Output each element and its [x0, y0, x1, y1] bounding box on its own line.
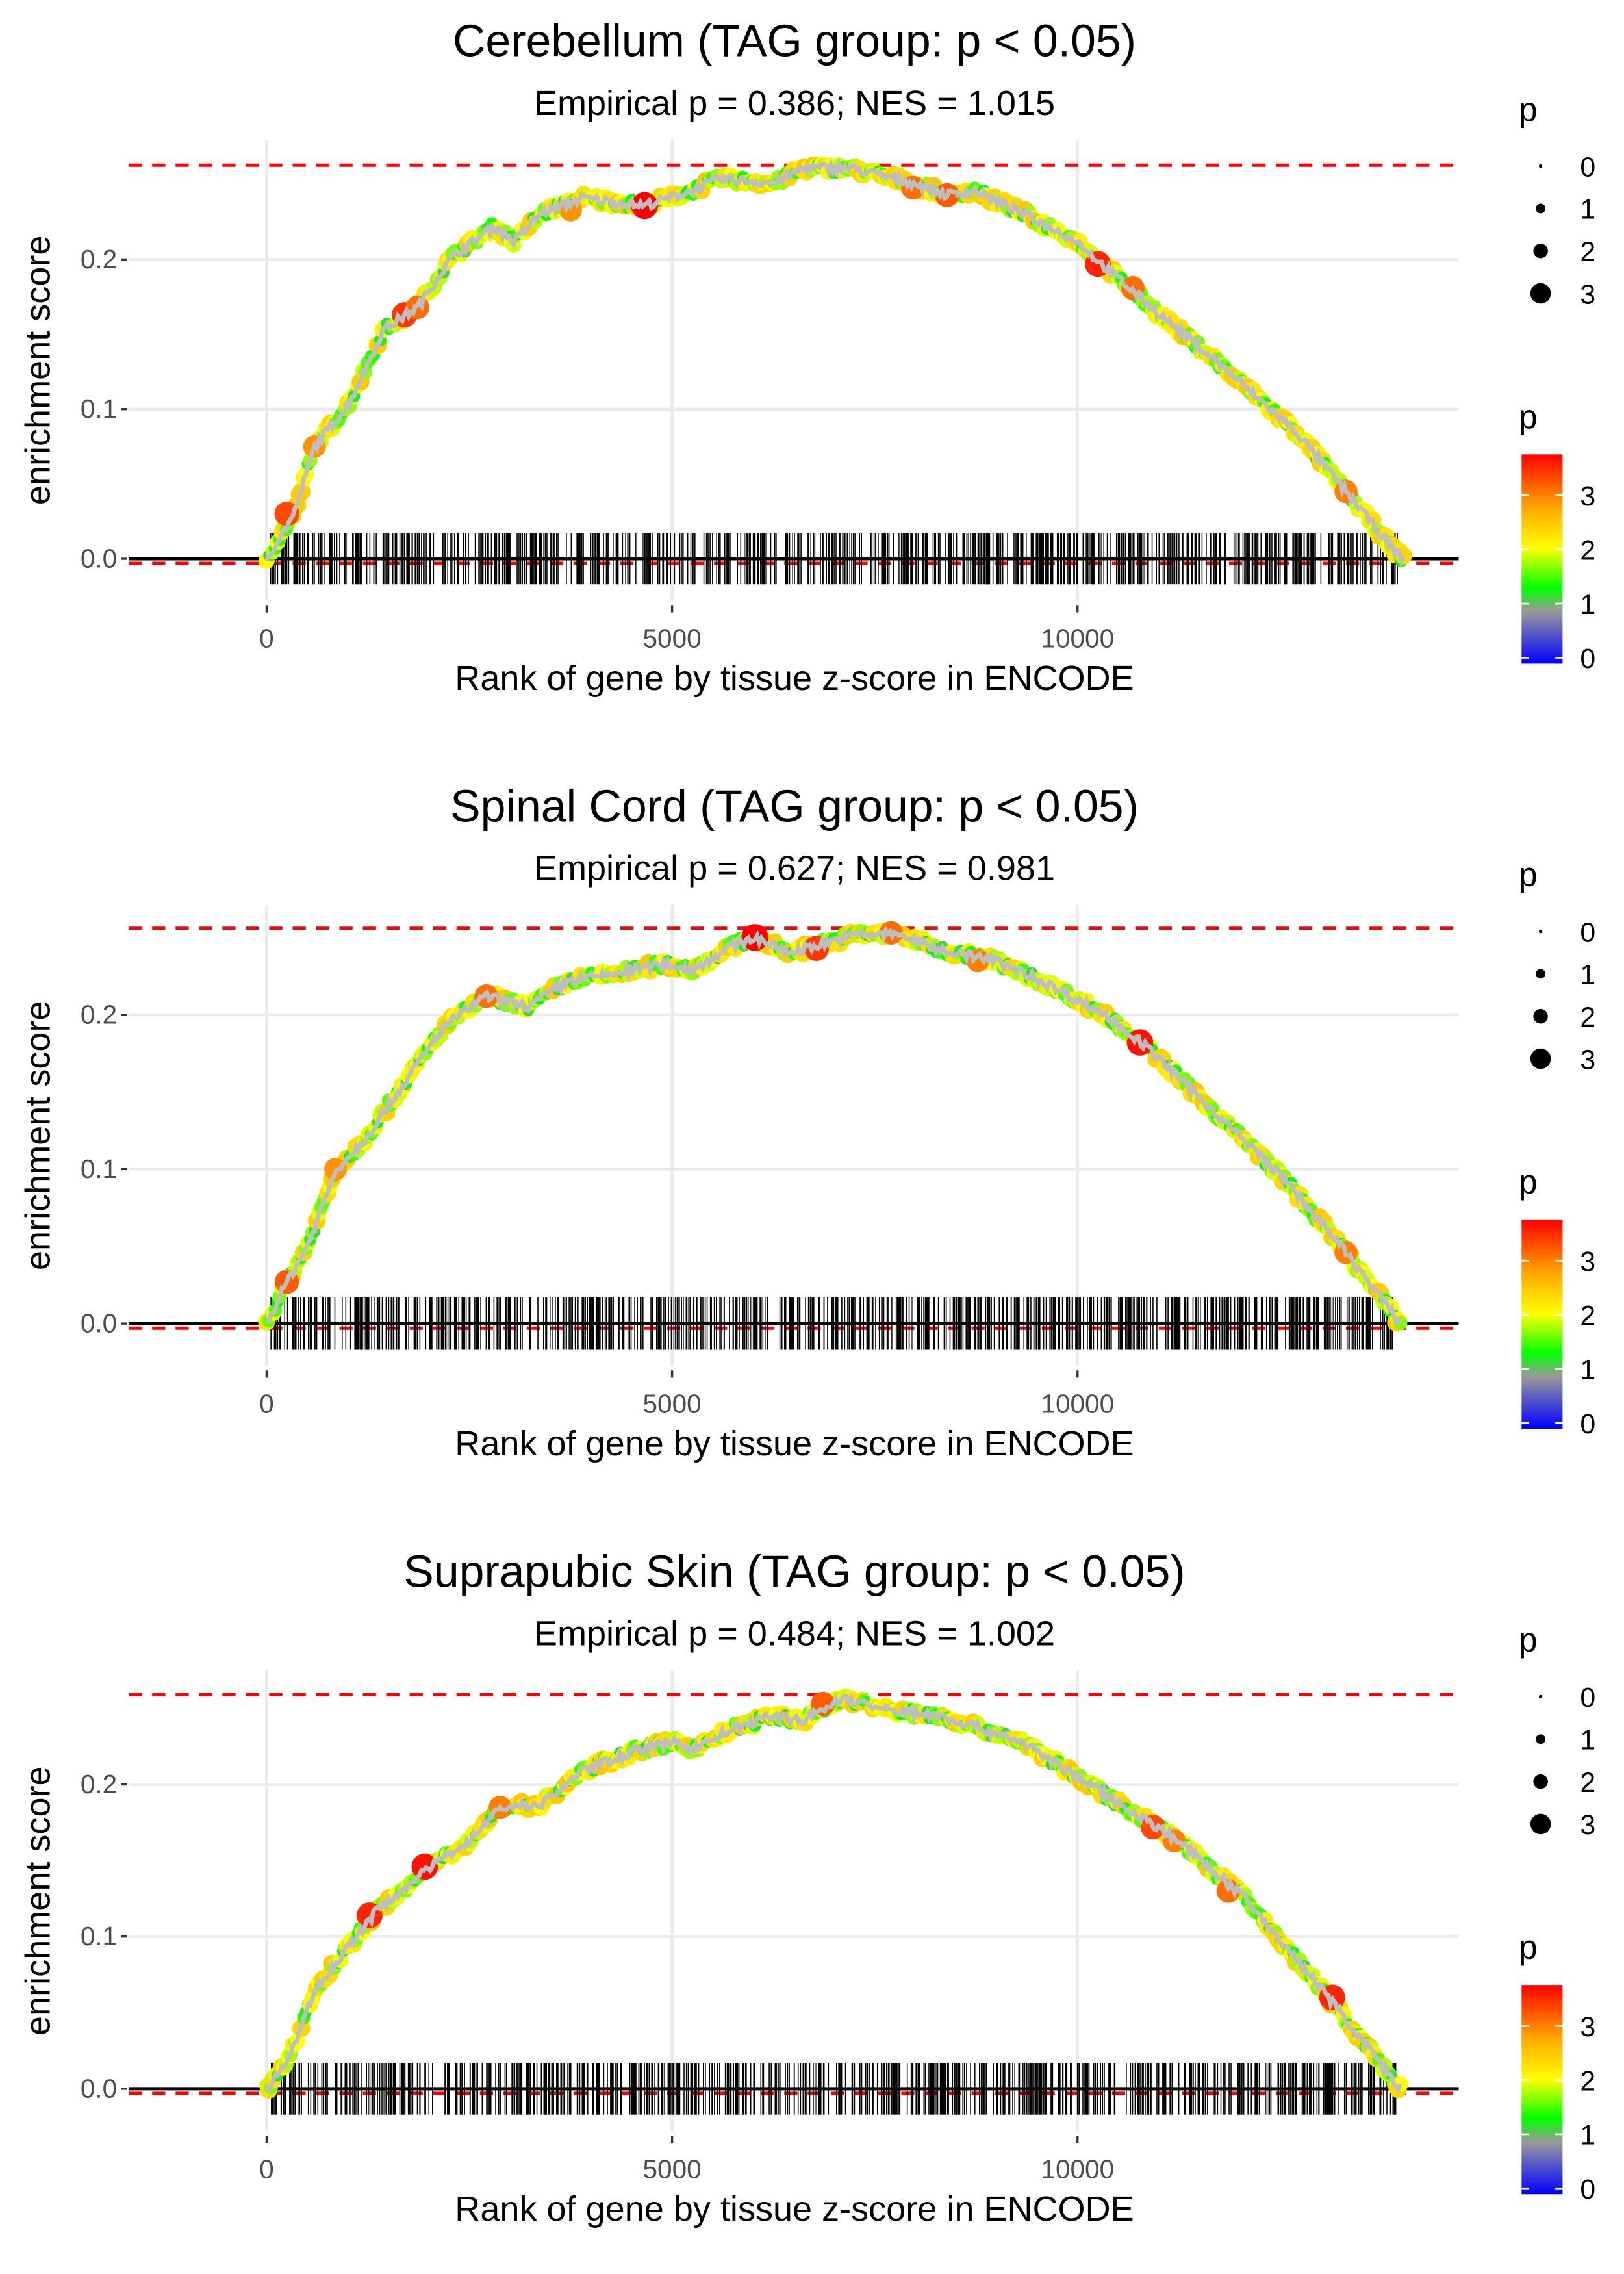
size-legend-dot [1530, 1813, 1551, 1835]
x-tick-label: 10000 [1041, 2154, 1114, 2184]
y-tick-label: 0.2 [81, 244, 117, 274]
size-legend-label: 3 [1580, 1044, 1595, 1075]
color-legend-label: 2 [1580, 2065, 1595, 2097]
x-tick-label: 0 [259, 624, 274, 654]
y-tick-label: 0.1 [81, 1921, 117, 1951]
chart-title: Cerebellum (TAG group: p < 0.05) [453, 16, 1136, 66]
color-legend-label: 3 [1580, 2012, 1595, 2043]
color-legend-label: 3 [1580, 481, 1595, 512]
size-legend-label: 2 [1580, 1767, 1595, 1798]
color-legend-title: p [1519, 1928, 1538, 1966]
chart-title: Spinal Cord (TAG group: p < 0.05) [450, 781, 1139, 832]
x-tick-label: 5000 [643, 2154, 702, 2184]
color-legend-label: 2 [1580, 1300, 1595, 1331]
color-legend: p 3 2 1 0 [1519, 1163, 1595, 1440]
size-legend-dot [1536, 203, 1546, 214]
size-legend-label: 2 [1580, 236, 1595, 268]
size-legend: p 0 1 2 3 [1519, 1621, 1595, 1841]
size-legend-dot [1530, 283, 1551, 304]
x-tick-label: 0 [259, 1389, 274, 1419]
color-legend-label: 0 [1580, 1409, 1595, 1440]
color-legend-label: 1 [1580, 2120, 1595, 2151]
size-legend-title: p [1519, 1621, 1538, 1659]
size-legend-label: 1 [1580, 1725, 1595, 1756]
es-curve [264, 157, 1406, 568]
size-legend-label: 2 [1580, 1002, 1595, 1033]
size-legend-dot [1530, 1048, 1551, 1069]
size-legend-label: 3 [1580, 1809, 1595, 1841]
size-legend-label: 0 [1580, 151, 1595, 183]
size-legend-title: p [1519, 856, 1538, 893]
size-legend-label: 1 [1580, 960, 1595, 991]
color-legend-label: 2 [1580, 535, 1595, 566]
size-legend-dot [1538, 1694, 1543, 1699]
x-axis-title: Rank of gene by tissue z-score in ENCODE [455, 1424, 1134, 1463]
size-legend-dot [1533, 1774, 1548, 1789]
color-bar [1521, 1985, 1563, 2195]
chart-subtitle: Empirical p = 0.484; NES = 1.002 [534, 1615, 1055, 1654]
color-legend-title: p [1519, 1163, 1538, 1201]
x-tick-label: 5000 [643, 624, 702, 654]
chart-panel: Spinal Cord (TAG group: p < 0.05) Empiric… [19, 781, 1596, 1463]
x-tick-label: 5000 [643, 1389, 702, 1419]
chart-title: Suprapubic Skin (TAG group: p < 0.05) [403, 1546, 1185, 1597]
x-tick-label: 0 [259, 2154, 274, 2184]
size-legend-label: 0 [1580, 1682, 1595, 1713]
color-legend-title: p [1519, 398, 1538, 435]
y-axis-title: enrichment score [19, 236, 58, 505]
x-axis-title: Rank of gene by tissue z-score in ENCODE [455, 2190, 1134, 2229]
y-tick-label: 0.2 [81, 1769, 117, 1799]
es-points [259, 156, 1412, 569]
size-legend-dot [1536, 1734, 1546, 1744]
x-axis-title: Rank of gene by tissue z-score in ENCODE [455, 659, 1134, 698]
color-legend-label: 0 [1580, 2174, 1595, 2205]
size-legend-label: 1 [1580, 194, 1595, 225]
color-bar [1521, 454, 1563, 664]
color-legend: p 3 2 1 0 [1519, 398, 1595, 674]
chart-panel: Suprapubic Skin (TAG group: p < 0.05) Emp… [19, 1546, 1596, 2229]
size-legend-label: 0 [1580, 917, 1595, 948]
y-tick-label: 0.0 [81, 2073, 117, 2103]
size-legend-dot [1533, 1008, 1548, 1024]
y-axis-title: enrichment score [19, 1766, 58, 2036]
color-legend-label: 3 [1580, 1246, 1595, 1277]
y-tick-label: 0.0 [81, 1309, 117, 1338]
size-legend-dot [1538, 164, 1543, 168]
es-curve [264, 1693, 1402, 2094]
x-tick-label: 10000 [1041, 624, 1114, 654]
color-legend: p 3 2 1 0 [1519, 1928, 1595, 2205]
y-axis-title: enrichment score [19, 1001, 58, 1270]
size-legend: p 0 1 2 3 [1519, 856, 1595, 1076]
y-tick-label: 0.0 [81, 544, 117, 574]
size-legend-dot [1538, 929, 1543, 934]
size-legend-label: 3 [1580, 279, 1595, 310]
chart-subtitle: Empirical p = 0.627; NES = 0.981 [534, 849, 1055, 888]
chart-subtitle: Empirical p = 0.386; NES = 1.015 [534, 84, 1055, 123]
es-curve [265, 925, 1402, 1327]
chart-panel: Cerebellum (TAG group: p < 0.05) Empirica… [19, 16, 1596, 698]
y-tick-label: 0.1 [81, 1154, 117, 1184]
y-tick-label: 0.1 [81, 394, 117, 424]
size-legend: p 0 1 2 3 [1519, 90, 1595, 311]
es-points [258, 921, 1408, 1331]
color-legend-label: 1 [1580, 589, 1595, 620]
color-legend-label: 1 [1580, 1355, 1595, 1386]
size-legend-title: p [1519, 90, 1538, 128]
color-bar [1521, 1220, 1563, 1429]
size-legend-dot [1533, 244, 1548, 259]
y-tick-label: 0.2 [81, 999, 117, 1029]
color-legend-label: 0 [1580, 643, 1595, 674]
size-legend-dot [1536, 969, 1546, 979]
x-tick-label: 10000 [1041, 1389, 1114, 1419]
